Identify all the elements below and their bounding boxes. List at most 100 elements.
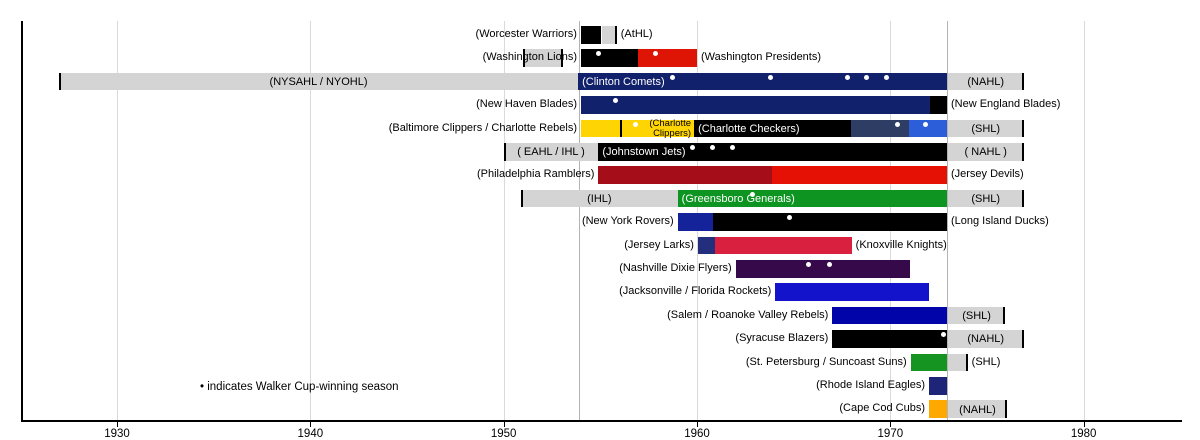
bar-segment	[598, 166, 773, 184]
axis-tick	[890, 421, 892, 427]
bar-end-tick	[614, 26, 617, 44]
bar-segment: (Greensboro Generals)	[677, 189, 947, 208]
walker-cup-dot	[767, 74, 773, 80]
bar-end-tick	[1021, 330, 1024, 348]
team-label-left: (Cape Cod Cubs)	[839, 402, 925, 415]
bar-segment: (Johnstown Jets)	[598, 143, 947, 161]
bar-segment: (SHL)	[947, 189, 1024, 208]
bar-text: (Charlotte Checkers)	[698, 122, 800, 135]
y-axis-line	[21, 21, 23, 421]
walker-cup-dot	[613, 98, 619, 104]
axis-tick-label: 1940	[297, 428, 324, 440]
bar-segment	[775, 283, 929, 301]
walker-cup-legend: • indicates Walker Cup-winning season	[200, 381, 399, 393]
walker-cup-dot	[709, 145, 715, 150]
team-label-left: (Philadelphia Ramblers)	[477, 168, 595, 181]
walker-cup-dot	[595, 51, 601, 57]
bar-segment: (Clinton Comets)	[578, 72, 947, 91]
bar-text: (NAHL)	[967, 333, 1005, 346]
bar-segment	[677, 213, 714, 231]
walker-cup-dot	[940, 332, 946, 338]
team-label-left: (Jersey Larks)	[624, 238, 694, 251]
team-label-left: (St. Petersburg / Suncoast Suns)	[745, 355, 907, 368]
bar-segment	[638, 49, 697, 67]
bar-segment	[715, 236, 852, 255]
bar-end-tick	[522, 49, 525, 67]
bar-segment	[947, 353, 968, 372]
decade-gridline	[310, 21, 312, 420]
walker-cup-dot	[652, 51, 658, 57]
bar-text: ( NAHL )	[964, 146, 1007, 159]
bar-end-tick	[503, 143, 506, 161]
team-label-left: (Washington Lions)	[482, 51, 577, 64]
bar-text: (Greensboro Generals)	[681, 193, 795, 206]
bar-end-tick	[560, 49, 563, 67]
axis-tick-label: 1980	[1070, 428, 1097, 440]
bar-segment	[928, 377, 947, 395]
walker-cup-dot	[845, 74, 851, 80]
bar-text: (SHL)	[962, 310, 991, 323]
axis-tick-label: 1950	[490, 428, 517, 440]
axis-tick	[503, 421, 505, 427]
bar-segment	[908, 119, 947, 138]
bar-text: (NAHL)	[959, 403, 996, 416]
team-label-left: (Rhode Island Eagles)	[816, 379, 925, 391]
bar-segment: (NAHL)	[947, 72, 1024, 91]
team-label-right: (Jersey Devils)	[950, 168, 1024, 181]
walker-cup-dot	[883, 74, 889, 80]
walker-cup-dot	[826, 262, 832, 267]
bar-segment	[522, 49, 563, 67]
bar-segment: (SHL)	[947, 306, 1006, 325]
team-label-right: (Washington Presidents)	[700, 51, 822, 64]
bar-end-tick	[1021, 143, 1024, 161]
bar-segment	[580, 26, 602, 44]
bar-segment	[929, 96, 947, 114]
team-label-right: (New England Blades)	[950, 98, 1061, 111]
bar-segment: (Charlotte Clippers)	[580, 118, 695, 139]
bar-segment: (IHL)	[521, 189, 678, 208]
bar-end-tick	[965, 353, 968, 372]
team-label-right: (Knoxville Knights)	[855, 238, 947, 251]
bar-end-tick	[1021, 72, 1024, 91]
axis-tick	[310, 421, 312, 427]
team-label-left: (Salem / Roanoke Valley Rebels)	[667, 308, 829, 321]
axis-tick	[696, 421, 698, 427]
bar-text: (SHL)	[971, 122, 1001, 135]
bar-divider-tick	[619, 119, 622, 138]
walker-cup-dot	[922, 121, 928, 127]
bar-text: (SHL)	[971, 193, 1001, 206]
bar-end-tick	[1003, 306, 1006, 325]
bar-end-tick	[1005, 400, 1008, 418]
bar-segment: (SHL)	[947, 119, 1024, 138]
decade-gridline	[503, 21, 505, 420]
bar-end-tick	[59, 72, 61, 91]
bar-segment	[735, 260, 910, 278]
bar-segment: (NAHL)	[947, 330, 1024, 348]
team-label-left: (Jacksonville / Florida Rockets)	[619, 285, 772, 298]
bar-text: (NAHL)	[967, 76, 1005, 89]
walker-cup-dot	[805, 262, 811, 267]
team-label-left: (New Haven Blades)	[476, 98, 577, 111]
era-boundary-line	[947, 21, 949, 420]
bar-end-tick	[1021, 189, 1024, 208]
team-label-left: (Worcester Warriors)	[475, 28, 577, 40]
bar-text: (Charlotte Clippers)	[649, 118, 692, 139]
bar-segment	[772, 166, 947, 184]
bar-segment: (NYSAHL / NYOHL)	[59, 72, 579, 91]
axis-tick	[1083, 421, 1085, 427]
team-label-left: (New York Rovers)	[581, 215, 674, 228]
bar-segment	[697, 236, 716, 255]
axis-tick	[117, 421, 118, 427]
bar-segment	[832, 330, 947, 348]
team-label-right: (AtHL)	[620, 28, 653, 40]
decade-gridline	[1083, 21, 1085, 420]
team-label-right: (SHL)	[971, 355, 1001, 368]
walker-cup-dot	[749, 191, 755, 197]
axis-tick-label: 1930	[104, 428, 130, 440]
walker-cup-dot	[670, 74, 676, 80]
bar-segment	[713, 213, 947, 231]
team-label-right: (Long Island Ducks)	[950, 215, 1049, 228]
bar-text: (Johnstown Jets)	[602, 146, 686, 159]
team-label-left: (Nashville Dixie Flyers)	[619, 262, 732, 274]
